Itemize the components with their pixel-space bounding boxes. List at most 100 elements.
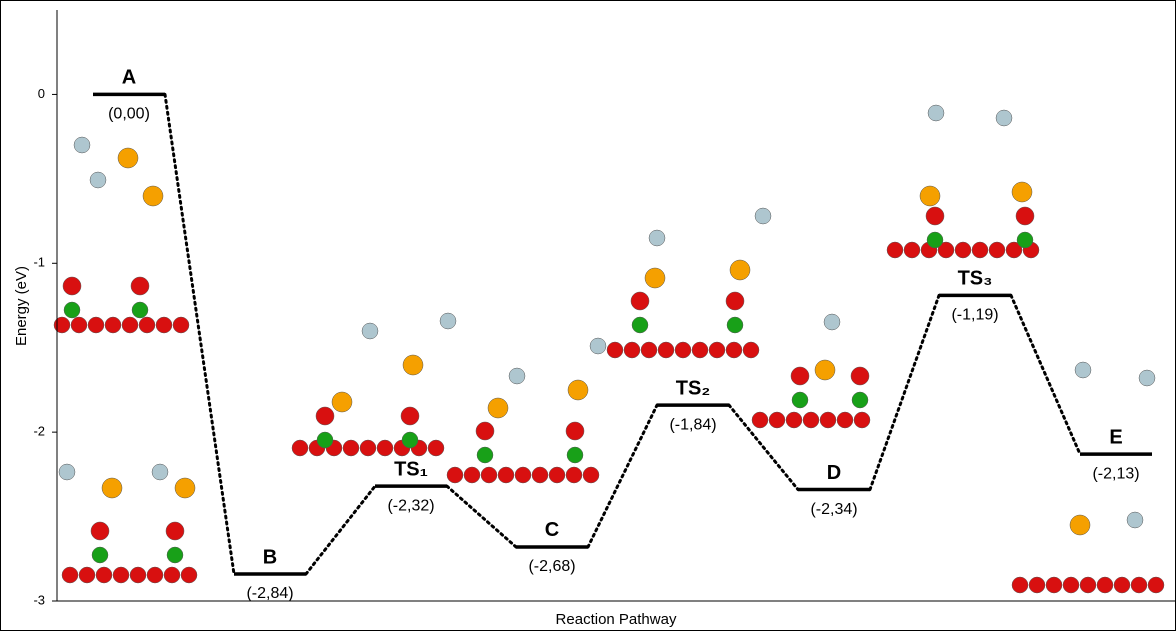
atom xyxy=(165,521,185,541)
y-tick-label: -3 xyxy=(33,592,45,607)
atom xyxy=(1138,369,1156,387)
atom xyxy=(172,316,190,334)
atom xyxy=(446,466,464,484)
state-label: B xyxy=(263,546,277,568)
atom xyxy=(623,341,641,359)
atom xyxy=(814,359,836,381)
y-tick-label: -2 xyxy=(33,424,45,439)
atom xyxy=(53,316,71,334)
energy-label: (-2,68) xyxy=(528,558,575,575)
atom xyxy=(971,241,989,259)
atom xyxy=(476,446,494,464)
atom xyxy=(63,301,81,319)
connector xyxy=(445,484,518,549)
connector xyxy=(868,293,941,492)
atom xyxy=(851,391,869,409)
atom xyxy=(62,276,82,296)
atom xyxy=(1147,576,1165,594)
atom xyxy=(802,411,820,429)
atom xyxy=(508,367,526,385)
energy-label: (-1,19) xyxy=(951,307,998,324)
atom xyxy=(180,566,198,584)
atom xyxy=(376,439,394,457)
atom xyxy=(61,566,79,584)
state-label: TS₂ xyxy=(676,377,710,399)
atom xyxy=(78,566,96,584)
atom xyxy=(836,411,854,429)
atom xyxy=(129,566,147,584)
atom xyxy=(589,337,607,355)
atom xyxy=(342,439,360,457)
connector xyxy=(1009,293,1082,456)
atom xyxy=(1005,241,1023,259)
atom xyxy=(582,466,600,484)
atom xyxy=(497,466,515,484)
atom xyxy=(853,411,871,429)
y-axis-title: Energy (eV) xyxy=(13,266,30,346)
connector xyxy=(163,92,236,576)
atom xyxy=(1016,231,1034,249)
x-axis-title: Reaction Pathway xyxy=(556,611,677,628)
atom xyxy=(1126,511,1144,529)
atom xyxy=(73,136,91,154)
atom xyxy=(785,411,803,429)
connector xyxy=(304,484,377,576)
energy-label: (0,00) xyxy=(108,106,150,123)
atom xyxy=(648,229,666,247)
atom xyxy=(90,521,110,541)
atom xyxy=(146,566,164,584)
atom xyxy=(954,241,972,259)
atom xyxy=(101,477,123,499)
atom xyxy=(427,439,445,457)
state-label: D xyxy=(827,462,841,484)
atom xyxy=(644,267,666,289)
atom xyxy=(315,406,335,426)
atom xyxy=(151,463,169,481)
atom xyxy=(402,354,424,376)
atom xyxy=(95,566,113,584)
atom xyxy=(1113,576,1131,594)
atom xyxy=(91,546,109,564)
energy-label: (-2,32) xyxy=(387,497,434,514)
connector xyxy=(727,403,800,492)
atom xyxy=(174,477,196,499)
y-tick-label: 0 xyxy=(38,86,45,101)
atom xyxy=(487,397,509,419)
atom xyxy=(480,466,498,484)
atom xyxy=(903,241,921,259)
atom xyxy=(531,466,549,484)
atom xyxy=(1015,206,1035,226)
atom xyxy=(819,411,837,429)
atom xyxy=(927,104,945,122)
atom xyxy=(754,207,772,225)
atom xyxy=(1011,576,1029,594)
atom xyxy=(708,341,726,359)
atom xyxy=(463,466,481,484)
atom xyxy=(630,291,650,311)
energy-label: (-2,13) xyxy=(1092,465,1139,482)
atom xyxy=(316,431,334,449)
atom xyxy=(742,341,760,359)
state-label: C xyxy=(545,519,559,541)
atom xyxy=(823,313,841,331)
atom xyxy=(1028,576,1046,594)
atom xyxy=(640,341,658,359)
atom xyxy=(565,466,583,484)
atom xyxy=(112,566,130,584)
atom xyxy=(691,341,709,359)
state-label: TS₁ xyxy=(394,458,428,480)
atom xyxy=(606,341,624,359)
atom xyxy=(751,411,769,429)
atom xyxy=(725,341,743,359)
atom xyxy=(1011,181,1033,203)
atom xyxy=(729,259,751,281)
atom xyxy=(514,466,532,484)
atom xyxy=(121,316,139,334)
connector xyxy=(586,403,659,549)
energy-label: (-2,34) xyxy=(810,501,857,518)
atom xyxy=(791,391,809,409)
atom xyxy=(87,316,105,334)
state-label: TS₃ xyxy=(958,268,993,290)
atom xyxy=(291,439,309,457)
